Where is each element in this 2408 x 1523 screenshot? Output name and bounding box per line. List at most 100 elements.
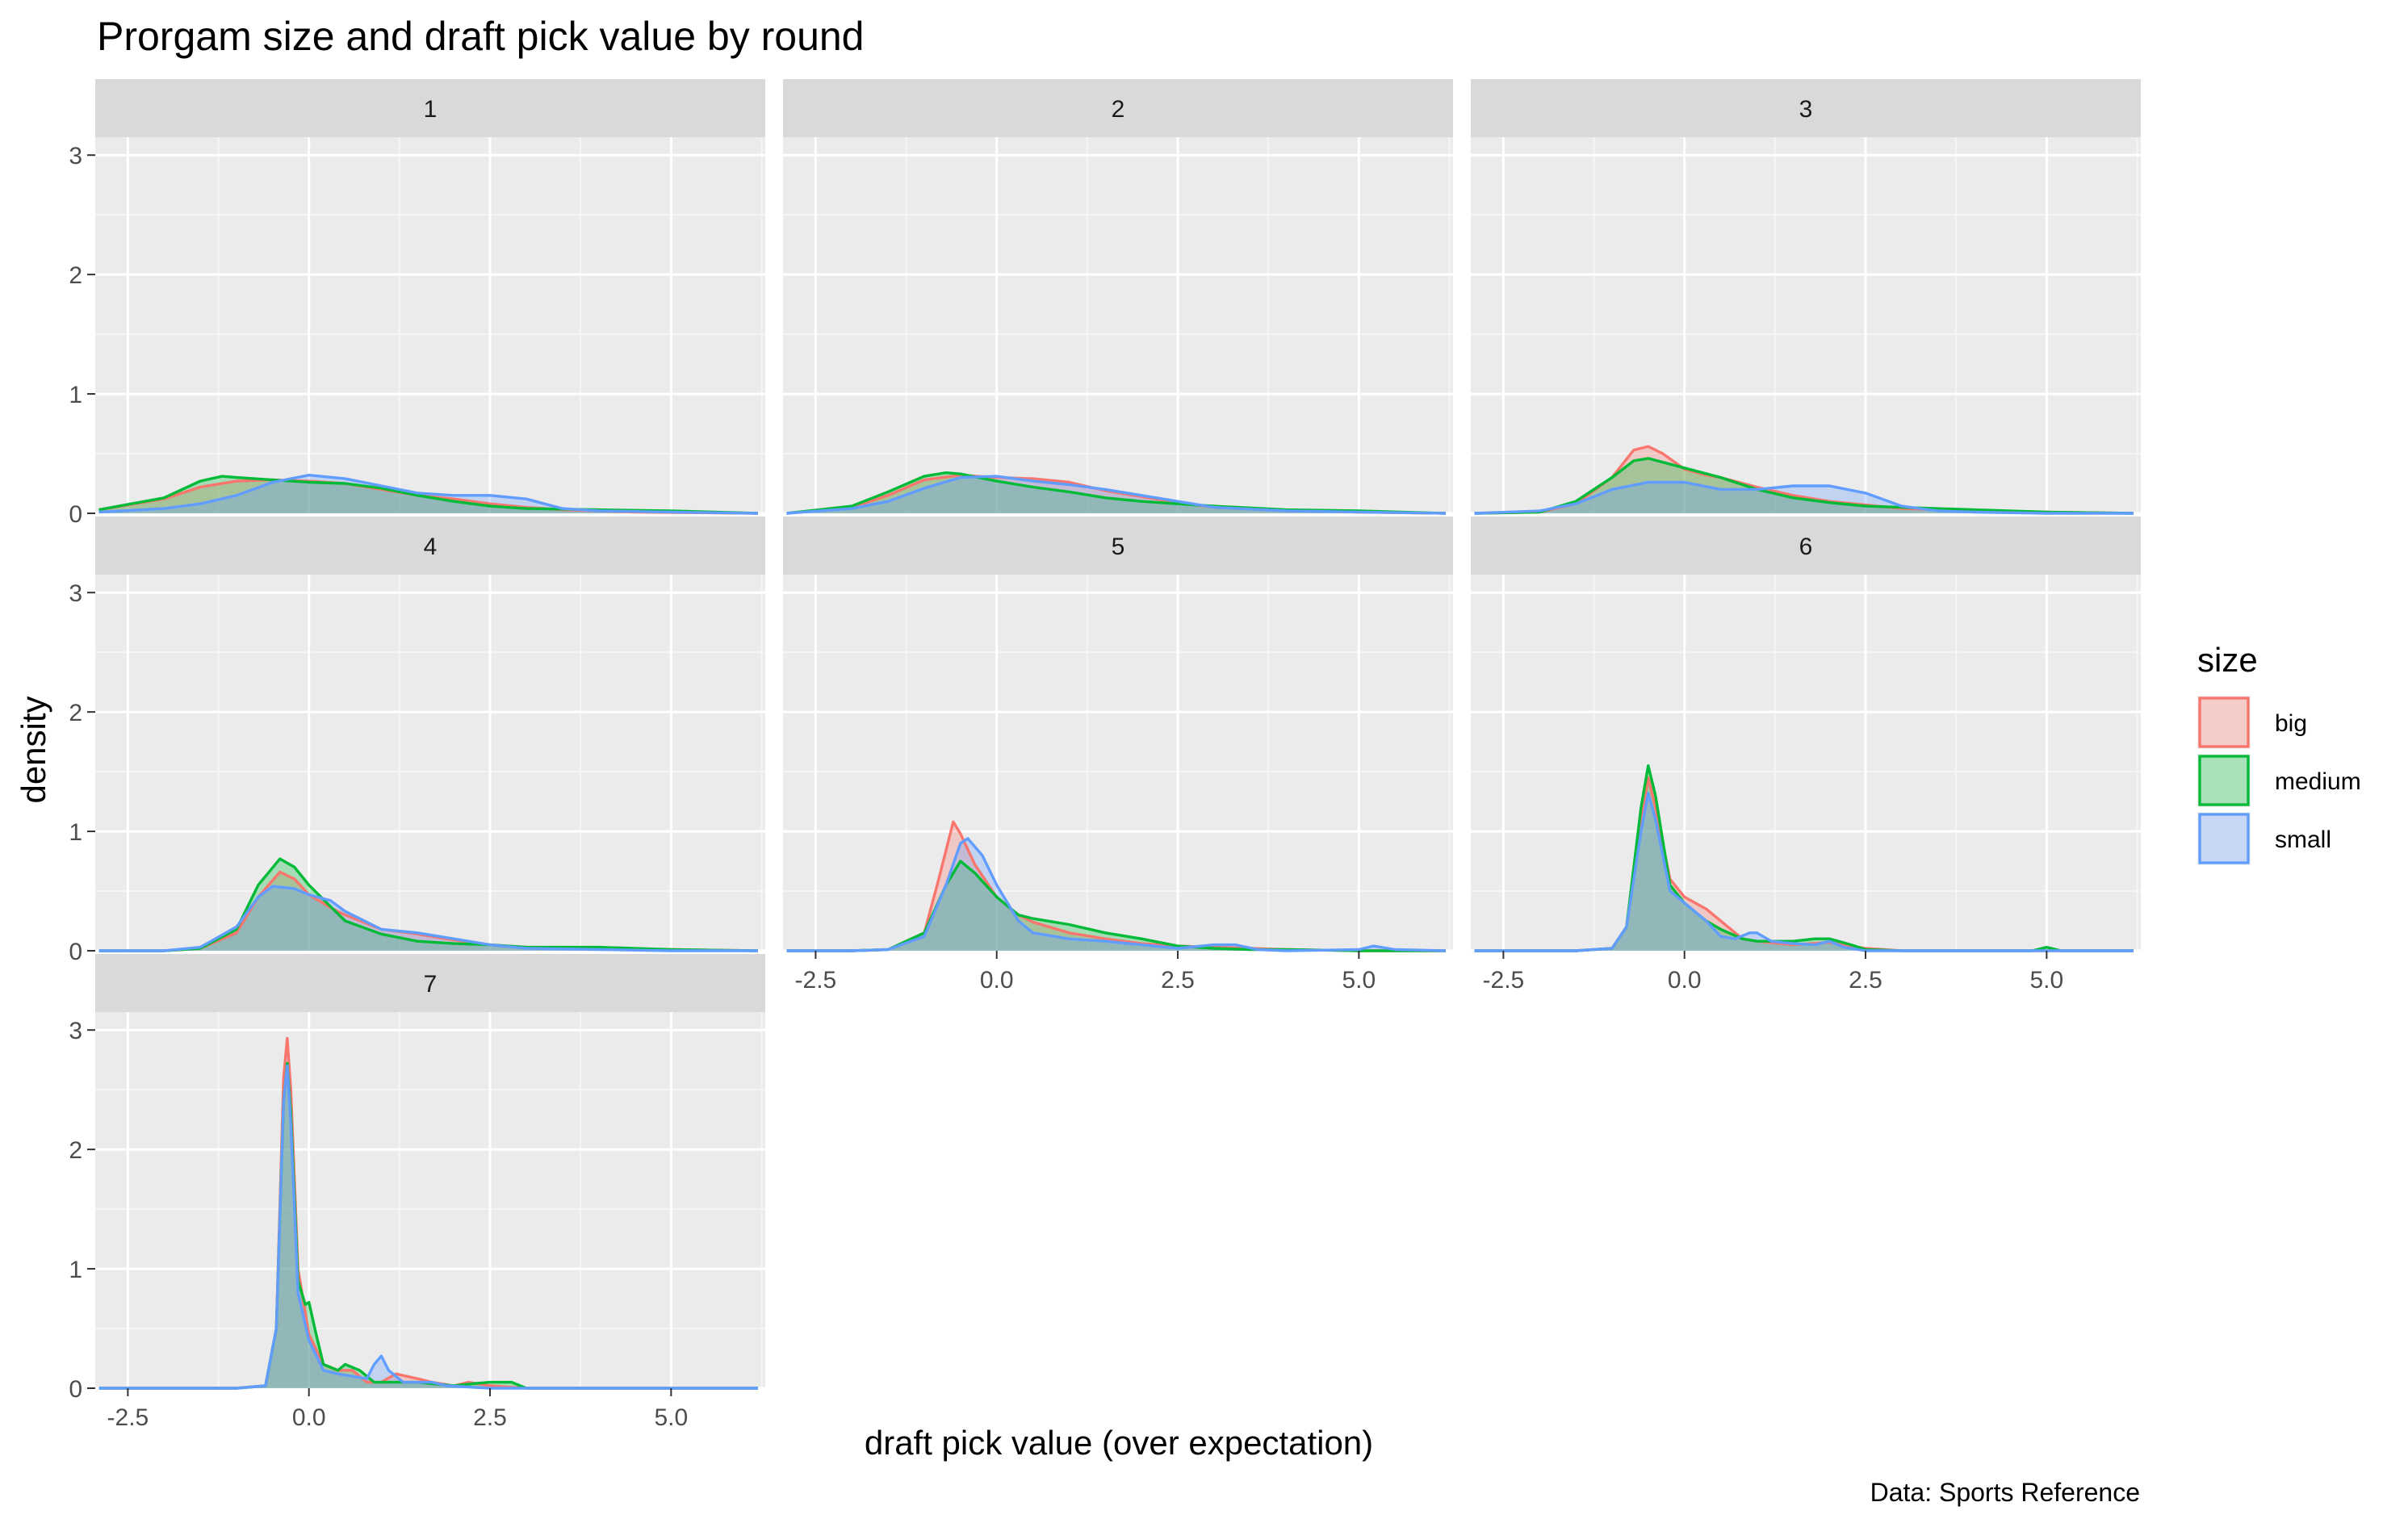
legend-key-medium — [2198, 755, 2250, 806]
density-line-small — [1474, 480, 2134, 515]
panel-background — [95, 575, 765, 951]
density-area-big — [786, 822, 1446, 951]
density-line-medium — [98, 857, 759, 952]
x-tick-label: 0.0 — [292, 1404, 326, 1431]
facet-strip-label: 4 — [424, 533, 438, 560]
chart-title: Prorgam size and draft pick value by rou… — [97, 14, 865, 59]
x-tick-label: 0.0 — [980, 967, 1014, 994]
facet-panel-5: 5 -2.5 0.0 2.5 5.0 — [783, 517, 1453, 994]
facet-strip — [1471, 517, 2141, 575]
facet-panel-2: 2 — [783, 79, 1453, 515]
panel-background — [95, 137, 765, 513]
panel-background — [783, 575, 1453, 951]
panel-background — [783, 137, 1453, 513]
facet-strip — [783, 79, 1453, 137]
facet-panels: 1 0 1 2 3 2 3 4 0 1 2 3 5 -2.5 0.0 2.5 5.0 6 -2.5 0.0 2.5 5.0… — [69, 79, 2141, 1431]
density-area-medium — [1474, 458, 2134, 513]
facet-strip — [783, 517, 1453, 575]
density-area-small — [786, 838, 1446, 951]
legend-label: small — [2275, 826, 2331, 853]
x-tick-label: 2.5 — [1849, 967, 1882, 994]
facet-strip-label: 1 — [424, 96, 438, 123]
y-tick-label: 2 — [69, 700, 82, 726]
legend-label: medium — [2275, 768, 2361, 795]
density-line-medium — [1474, 457, 2134, 515]
legend-key-background — [2197, 696, 2251, 749]
x-tick-label: 5.0 — [1342, 967, 1376, 994]
density-area-small — [786, 476, 1446, 513]
facet-strip — [95, 517, 765, 575]
density-lines — [1474, 764, 2134, 952]
density-line-medium — [786, 860, 1446, 952]
y-tick-label: 2 — [69, 262, 82, 289]
facet-panel-1: 1 0 1 2 3 — [69, 79, 765, 528]
density-fills — [1474, 765, 2134, 951]
density-lines — [1474, 445, 2134, 515]
density-lines — [98, 474, 759, 515]
density-lines — [786, 820, 1447, 952]
density-area-medium — [786, 861, 1446, 951]
y-axis-title: density — [15, 696, 52, 803]
density-area-medium — [1474, 765, 2134, 951]
legend-key-small — [2198, 813, 2250, 864]
legend-key-background — [2197, 754, 2251, 807]
legend-title: size — [2197, 641, 2258, 679]
x-tick-label: 5.0 — [2029, 967, 2063, 994]
panel-background — [95, 1012, 765, 1388]
y-tick-label: 1 — [69, 819, 82, 846]
x-tick-label: 2.5 — [1161, 967, 1195, 994]
x-tick-label: 5.0 — [654, 1404, 688, 1431]
density-area-medium — [98, 859, 758, 951]
density-line-small — [98, 474, 759, 515]
density-lines — [786, 471, 1447, 515]
density-line-small — [98, 1064, 758, 1390]
y-tick-label: 0 — [69, 939, 82, 965]
caption: Data: Sports Reference — [1870, 1478, 2140, 1507]
x-tick-label: -2.5 — [107, 1404, 149, 1431]
facet-strip-label: 6 — [1799, 533, 1813, 560]
x-tick-label: 2.5 — [473, 1404, 507, 1431]
facet-panel-4: 4 0 1 2 3 — [69, 517, 765, 965]
density-line-small — [786, 475, 1447, 515]
legend-key-big — [2198, 697, 2250, 748]
density-line-small — [786, 837, 1447, 952]
x-tick-label: -2.5 — [795, 967, 837, 994]
facet-strip-label: 2 — [1112, 96, 1125, 123]
density-line-small — [98, 885, 758, 952]
legend-item-big: big — [2197, 696, 2307, 749]
x-axis-title: draft pick value (over expectation) — [865, 1424, 1373, 1462]
legend-key-background — [2197, 812, 2251, 865]
density-lines — [98, 1036, 758, 1390]
facet-strip — [95, 954, 765, 1012]
density-fills — [786, 822, 1446, 951]
panel-background — [1471, 575, 2141, 951]
density-area-big — [1474, 777, 2134, 951]
legend-item-medium: medium — [2197, 754, 2361, 807]
legend-item-small: small — [2197, 812, 2331, 865]
density-line-small — [1474, 792, 2134, 952]
facet-strip — [1471, 79, 2141, 137]
x-tick-label: -2.5 — [1483, 967, 1525, 994]
facet-panel-6: 6 -2.5 0.0 2.5 5.0 — [1471, 517, 2141, 994]
y-tick-label: 3 — [69, 143, 82, 169]
facet-strip-label: 7 — [424, 971, 438, 998]
density-fills — [786, 472, 1446, 513]
legend: big medium small — [2197, 696, 2361, 865]
y-tick-label: 0 — [69, 1376, 82, 1403]
y-tick-label: 1 — [69, 382, 82, 408]
facet-strip-label: 3 — [1799, 96, 1813, 123]
y-tick-label: 2 — [69, 1137, 82, 1164]
panel-background — [1471, 137, 2141, 513]
y-tick-label: 0 — [69, 501, 82, 528]
density-area-big — [1474, 446, 2134, 513]
facet-panel-3: 3 — [1471, 79, 2141, 515]
density-area-small — [98, 886, 758, 951]
density-lines — [98, 857, 759, 952]
facet-panel-7: 7 0 1 2 3 -2.5 0.0 2.5 5.0 — [69, 954, 765, 1431]
legend-label: big — [2275, 710, 2307, 737]
y-tick-label: 3 — [69, 1018, 82, 1044]
y-tick-label: 3 — [69, 580, 82, 607]
x-tick-label: 0.0 — [1668, 967, 1702, 994]
density-area-big — [786, 475, 1446, 513]
